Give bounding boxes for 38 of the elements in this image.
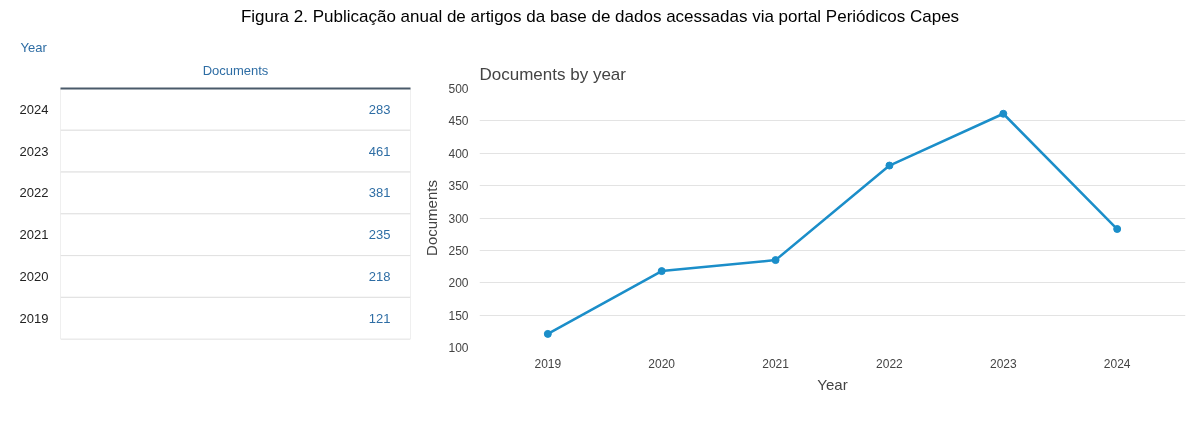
x-tick-label: 2019	[534, 356, 562, 371]
point	[771, 256, 780, 265]
point	[657, 267, 666, 276]
data-label: 461	[368, 143, 391, 159]
point	[1113, 225, 1122, 233]
chart-title: Year	[20, 39, 48, 55]
data-label: 218	[368, 268, 391, 284]
x-tick-label: 2024	[1103, 356, 1131, 371]
point	[543, 329, 552, 338]
x-tick-label: 2023	[989, 356, 1017, 371]
data-label: 235	[368, 227, 391, 243]
chart-title: Documents by year	[479, 64, 627, 84]
text: Figura 2. Publicação anual de artigos da base de dados acessadas via portal Periódicos Capes	[240, 6, 960, 28]
y-tick-label: 200	[448, 276, 469, 291]
point	[885, 161, 894, 170]
y-tick-label: 250	[448, 243, 469, 258]
y-axis-title: Documents	[423, 180, 441, 256]
y-tick-label: 2023	[19, 143, 49, 159]
y-tick-label: 500	[448, 82, 469, 96]
y-tick-label: 450	[448, 114, 469, 129]
y-tick-label: 100	[448, 341, 469, 355]
data-label: 121	[368, 310, 391, 326]
y-tick-label: 150	[448, 308, 469, 323]
data-label: 381	[368, 185, 391, 201]
y-tick-label: 2020	[19, 268, 49, 284]
y-tick-label: 2022	[19, 185, 49, 201]
x-tick-label: 2021	[762, 356, 790, 371]
y-tick-label: 2024	[19, 101, 49, 117]
y-tick-label: 2019	[19, 310, 49, 326]
x-tick-label: 2020	[648, 356, 676, 371]
y-tick-label: 2021	[19, 227, 49, 243]
y-tick-label: 300	[448, 211, 469, 226]
x-tick-label: 2022	[876, 356, 904, 371]
y-tick-label: 350	[448, 179, 469, 194]
x-axis-title: Year	[817, 375, 848, 393]
point	[999, 109, 1008, 118]
y-tick-label: 400	[448, 146, 469, 161]
data-label: 283	[368, 101, 391, 117]
